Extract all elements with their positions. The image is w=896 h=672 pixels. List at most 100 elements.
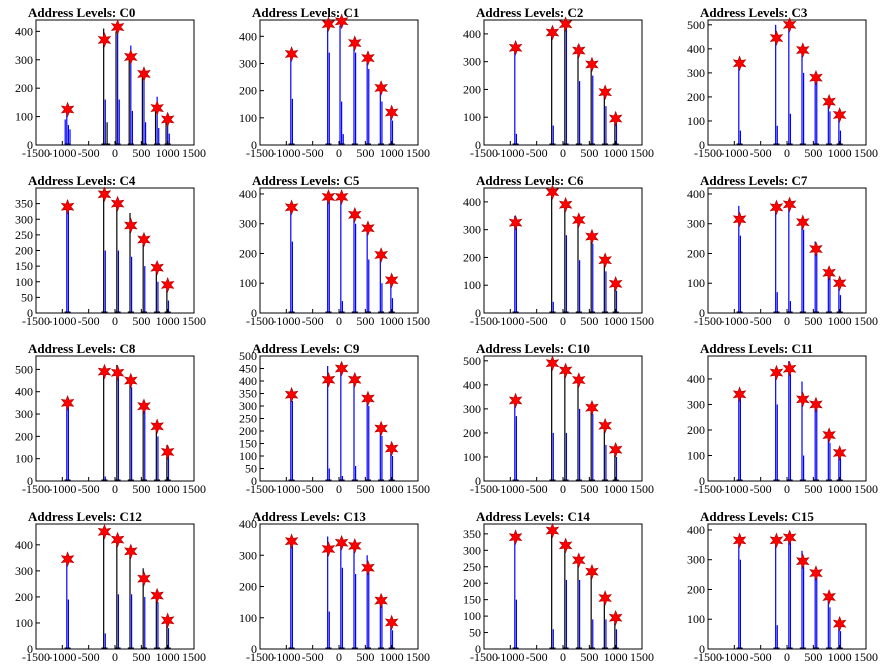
y-tick-label: 200 [15,429,33,443]
peak-marker [572,42,586,59]
y-tick-label: 300 [463,55,481,69]
chart-title: Address Levels: C9 [252,341,360,356]
x-tick-label: -500 [526,650,548,664]
peak-marker [585,228,599,245]
y-tick-label: 350 [239,387,257,401]
y-tick-label: 0 [699,306,705,320]
x-tick-label: -1500 [694,146,722,160]
chart-panel-10: 0 100 200 300 400 500 -1500 -1000 -500 0 500 1000 15… [448,336,672,504]
y-tick-label: 200 [687,90,705,104]
x-tick-label: 1000 [156,482,180,496]
peak-marker [608,275,623,292]
peak-marker [572,552,586,569]
x-tick-label: 1000 [380,650,404,664]
peak-marker [822,427,836,443]
x-tick-label: -500 [302,482,324,496]
y-tick-label: 0 [475,138,481,152]
peak-marker [598,590,612,606]
y-tick-label: 100 [687,276,705,290]
y-tick-label: 200 [15,81,33,95]
peak-marker [150,259,164,276]
chart-panel-14: 0 50 100 150 200 250 300 350 -1500 -1000 -500 0 500 1… [448,504,672,672]
y-tick-label: 400 [687,42,705,56]
histogram-svg: 0 100 200 300 400 -1500-1000 -500 0 500 1000 1500 [239,517,430,664]
histogram-svg: 0 100 200 300 400 -1500-1000 -500 0 500 1000 1500 [15,523,206,664]
peak-marker [321,541,336,557]
chart-title: Address Levels: C2 [476,5,584,20]
peak-marker [321,189,336,205]
y-tick-label: 0 [27,306,33,320]
peak-marker [832,445,847,461]
peak-marker [150,100,164,116]
y-tick-label: 100 [687,448,705,462]
y-tick-label: 300 [15,564,33,578]
x-tick-label: 500 [132,146,150,160]
peak-marker [97,32,112,48]
x-tick-label: 500 [356,146,374,160]
x-tick-label: 1500 [406,146,430,160]
x-tick-label: -500 [78,314,100,328]
histogram-svg: 0 100 200 300 400 500 -1500-1000 -500 0 500 1000 15… [15,355,206,496]
peak-marker [545,355,560,372]
peak-marker [782,16,797,33]
x-tick-label: -1500 [470,650,498,664]
x-tick-label: -1000 [272,482,300,496]
x-tick-label: 1500 [182,482,206,496]
peak-marker [508,392,523,409]
x-tick-label: 1500 [630,650,654,664]
y-tick-label: 400 [15,538,33,552]
y-tick-label: 0 [27,474,33,488]
peak-marker [60,101,75,118]
peak-marker [137,66,151,82]
y-tick-label: 0 [699,642,705,656]
y-tick-label: 300 [15,212,33,226]
x-tick-label: -1000 [720,314,748,328]
chart-title: Address Levels: C13 [252,509,366,524]
x-tick-label: 1500 [854,314,878,328]
x-tick-label: 1000 [604,146,628,160]
y-tick-label: 400 [239,374,257,388]
y-tick-label: 100 [463,450,481,464]
y-tick-label: 300 [15,407,33,421]
x-tick-label: -1500 [694,650,722,664]
peak-marker [374,80,388,96]
y-tick-label: 0 [27,642,33,656]
plot-frame [483,355,643,482]
x-tick-label: -1000 [720,482,748,496]
peak-marker [572,212,586,228]
x-tick-label: 1000 [156,650,180,664]
histogram-svg: 0 100 200 300 400 -1500-1000 -500 0 500 1000 1500 [239,13,430,160]
x-tick-label: -1000 [496,482,524,496]
x-tick-label: 500 [132,650,150,664]
peak-marker [558,537,573,554]
x-tick-label: 0 [784,146,790,160]
y-tick-label: 300 [239,217,257,231]
peak-marker [124,372,138,389]
y-tick-label: 500 [15,362,33,376]
y-tick-label: 200 [463,82,481,96]
peak-marker [598,84,612,101]
peak-marker [284,199,299,216]
chart-title: Address Levels: C11 [700,341,814,356]
x-tick-label: -1500 [694,314,722,328]
peak-marker [508,214,523,231]
peak-marker [558,16,573,33]
chart-panel-3: 0 100 200 300 400 500 -1500 -1000 -500 0 500 1000 15… [672,0,896,168]
chart-title: Address Levels: C7 [700,173,808,188]
peak-marker [124,49,138,65]
x-tick-label: -1500 [22,314,50,328]
x-tick-label: 1500 [182,146,206,160]
peak-marker [97,523,112,540]
x-tick-label: 0 [336,482,342,496]
x-tick-label: 1000 [380,482,404,496]
peak-marker [796,42,810,58]
x-tick-label: 0 [336,650,342,664]
peak-marker [809,565,823,581]
chart-panel-0: 0 100 200 300 400 -1500 -1000 -500 0 500 1000 1500 A… [0,0,224,168]
x-tick-label: 1500 [854,482,878,496]
x-tick-label: 1500 [406,314,430,328]
y-tick-label: 150 [463,593,481,607]
chart-panel-5: 0 100 200 300 400 -1500 -1000 -500 0 500 1000 1500 A… [224,168,448,336]
x-tick-label: 1500 [854,146,878,160]
y-tick-label: 0 [475,306,481,320]
